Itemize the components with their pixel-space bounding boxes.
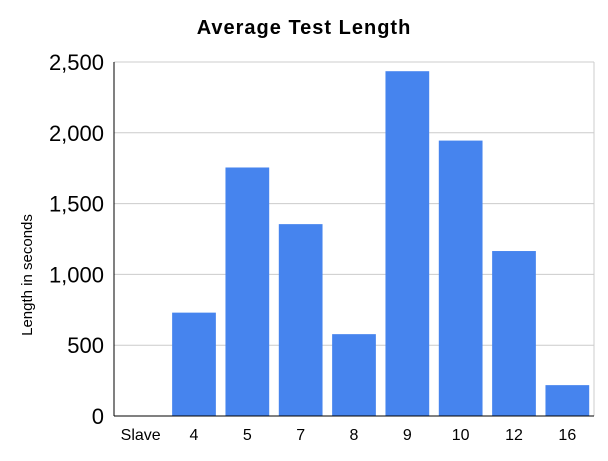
x-tick-label: 16: [558, 427, 576, 444]
x-tick-label: 5: [243, 427, 252, 444]
x-axis-ticks: Slave 4 5 7 8 9 10 12 16: [121, 427, 577, 444]
y-tick-label: 0: [92, 404, 104, 429]
bar-12: [492, 251, 536, 416]
bar-9: [385, 71, 430, 416]
x-tick-label: Slave: [121, 427, 161, 444]
bar-8: [332, 334, 376, 416]
y-tick-label: 1,500: [49, 192, 104, 217]
x-tick-label: 7: [296, 427, 305, 444]
y-tick-label: 1,000: [49, 262, 104, 287]
y-axis-ticks: 0 500 1,000 1,500 2,000 2,500: [49, 50, 104, 429]
y-axis-label: Length in seconds: [19, 214, 36, 336]
y-tick-label: 2,500: [49, 50, 104, 75]
bar-4: [172, 312, 216, 416]
chart-title: Average Test Length: [197, 17, 412, 39]
bar-16: [545, 385, 590, 416]
x-tick-label: 12: [505, 427, 523, 444]
bar-10: [438, 140, 483, 416]
axes: [113, 62, 594, 417]
x-tick-label: 9: [403, 427, 412, 444]
x-tick-label: 4: [190, 427, 199, 444]
bars: [172, 71, 590, 416]
y-tick-label: 500: [67, 333, 104, 358]
y-tick-label: 2,000: [49, 121, 104, 146]
x-tick-label: 10: [452, 427, 470, 444]
x-tick-label: 8: [350, 427, 359, 444]
bar-7: [278, 224, 323, 416]
bar-5: [225, 167, 270, 416]
